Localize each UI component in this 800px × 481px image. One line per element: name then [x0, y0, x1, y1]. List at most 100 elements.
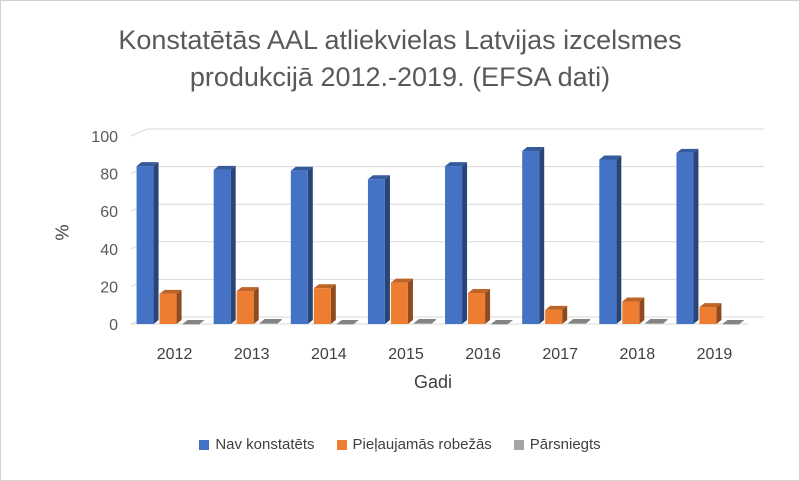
- legend-swatch: [513, 439, 524, 450]
- bar: [259, 323, 277, 324]
- bar-side: [639, 297, 645, 324]
- y-tick-label: 0: [109, 317, 118, 334]
- bar: [545, 309, 563, 324]
- bar-top: [622, 297, 645, 302]
- bar-side: [153, 162, 159, 324]
- chart-title-line-2: produkcijā 2012.-2019. (EFSA dati): [189, 62, 611, 92]
- legend: Nav konstatēts Pieļaujamās robežās Pārsn…: [0, 436, 800, 453]
- x-tick-label: 2017: [542, 346, 578, 363]
- bar-top: [213, 165, 236, 170]
- legend-item-parsniegts: Pārsniegts: [513, 436, 601, 453]
- bar: [390, 282, 408, 324]
- bar: [159, 293, 177, 324]
- bar-top: [599, 155, 622, 160]
- bar-side: [230, 165, 236, 324]
- bar: [367, 179, 385, 324]
- bar-side: [176, 289, 182, 324]
- bar-side: [539, 147, 545, 324]
- bar: [336, 324, 354, 325]
- bar-top: [182, 320, 205, 324]
- bar-top: [645, 319, 668, 324]
- y-tick-label: 20: [100, 279, 118, 296]
- legend-label: Nav konstatēts: [215, 436, 315, 453]
- x-tick-label: 2013: [234, 346, 270, 363]
- chart-title-line-1: Konstatētās AAL atliekvielas Latvijas iz…: [118, 25, 682, 55]
- bar: [413, 323, 431, 324]
- bar-side: [307, 166, 313, 324]
- x-tick-label: 2018: [620, 346, 656, 363]
- x-tick-label: 2014: [311, 346, 347, 363]
- legend-swatch: [199, 439, 210, 450]
- bar-side: [616, 155, 622, 324]
- bar-top: [491, 320, 514, 324]
- bar-top: [522, 147, 545, 152]
- legend-item-pielaujamas-robezas: Pieļaujamās robežās: [336, 436, 492, 453]
- bar: [676, 152, 694, 324]
- bar-top: [676, 148, 699, 153]
- bar-top: [159, 289, 182, 294]
- bar-top: [259, 319, 282, 324]
- x-tick-label: 2015: [388, 346, 424, 363]
- x-tick-label: 2019: [697, 346, 733, 363]
- bar-side: [662, 319, 668, 324]
- bar-side: [716, 303, 722, 324]
- bar-side: [384, 175, 390, 324]
- bar: [491, 324, 509, 325]
- y-axis-label: %: [52, 224, 73, 241]
- bar: [290, 170, 308, 324]
- bar-side: [693, 148, 699, 324]
- bar: [645, 323, 663, 324]
- bar: [568, 323, 586, 324]
- x-tick-label: 2012: [157, 346, 193, 363]
- gridline-side: [130, 128, 148, 137]
- y-tick-label: 60: [100, 204, 118, 221]
- bar-top: [545, 305, 568, 310]
- bar: [699, 307, 717, 324]
- bar-top: [445, 162, 468, 167]
- bar-top: [413, 319, 436, 324]
- bar: [445, 166, 463, 324]
- bar-side: [407, 278, 413, 324]
- legend-item-nav-konstatets: Nav konstatēts: [199, 436, 315, 453]
- bar-top: [136, 162, 159, 167]
- bar: [522, 151, 540, 324]
- bar: [468, 292, 486, 324]
- y-tick-label: 40: [100, 242, 118, 259]
- bar-top: [336, 320, 359, 324]
- bar: [182, 324, 200, 325]
- bar: [213, 169, 231, 324]
- bar-side: [253, 287, 259, 324]
- bar-side: [430, 319, 436, 324]
- bar-top: [290, 166, 313, 171]
- bar-side: [562, 305, 568, 324]
- legend-label: Pieļaujamās robežās: [352, 436, 492, 453]
- bar: [313, 288, 331, 324]
- bar-top: [568, 319, 591, 324]
- y-tick-label: 100: [91, 129, 118, 146]
- bar-top: [390, 278, 413, 283]
- x-axis-label: Gadi: [413, 372, 453, 392]
- x-tick-label: 2016: [465, 346, 501, 363]
- bar-top: [367, 175, 390, 180]
- legend-label: Pārsniegts: [529, 436, 601, 453]
- bar-side: [585, 319, 591, 324]
- bar: [136, 166, 154, 324]
- bar: [599, 159, 617, 324]
- bar-top: [313, 284, 336, 289]
- bar-side: [330, 284, 336, 324]
- bar-side: [276, 319, 282, 324]
- bar-top: [722, 320, 745, 324]
- legend-swatch: [336, 439, 347, 450]
- chart-title: Konstatētās AAL atliekvielas Latvijas iz…: [0, 22, 800, 96]
- bar-side: [462, 162, 468, 324]
- y-tick-label: 80: [100, 167, 118, 184]
- bar-top: [236, 287, 259, 292]
- bar-top: [699, 303, 722, 308]
- bar: [236, 291, 254, 324]
- bar: [622, 301, 640, 324]
- bar: [722, 324, 740, 325]
- bar-top: [468, 288, 491, 293]
- bar-side: [485, 288, 491, 324]
